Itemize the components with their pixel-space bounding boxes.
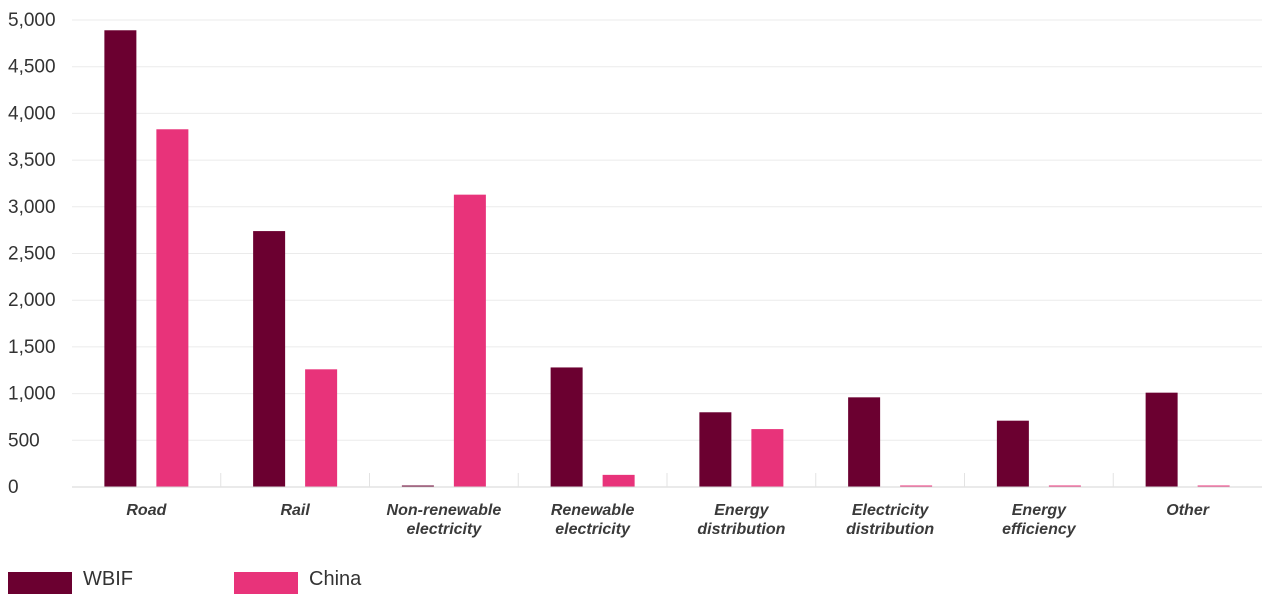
y-tick-label: 5,000 — [8, 10, 56, 31]
x-tick-label: electricity — [407, 521, 483, 538]
bar-wbif-6 — [848, 397, 881, 487]
x-tick-label: Electricity — [852, 502, 930, 519]
bar-wbif-7 — [996, 420, 1029, 487]
x-tick-label: distribution — [697, 521, 785, 538]
x-tick-label: electricity — [555, 521, 631, 538]
legend-label-wbif: WBIF — [83, 568, 133, 590]
bar-china-4 — [602, 474, 635, 487]
bar-wbif-4 — [550, 367, 583, 487]
legend-item-wbif: WBIF — [8, 568, 234, 594]
bar-wbif-5 — [699, 412, 732, 487]
x-tick-label: Rail — [280, 502, 310, 519]
x-tick-label: efficiency — [1002, 521, 1077, 538]
y-tick-label: 500 — [8, 430, 40, 451]
bar-wbif-1 — [104, 30, 137, 488]
y-tick-label: 1,500 — [8, 337, 56, 358]
bar-china-5 — [751, 429, 784, 487]
grid-lines — [72, 19, 1262, 441]
bar-china-8 — [1197, 485, 1230, 487]
bar-china-2 — [305, 369, 338, 487]
bar-china-7 — [1048, 485, 1081, 487]
y-axis: 0 500 1,000 1,500 2,000 2,500 3,000 3,500 4,000 4… — [8, 10, 56, 498]
y-tick-label: 4,500 — [8, 57, 56, 78]
legend-label-china: China — [309, 568, 362, 590]
y-tick-label: 1,000 — [8, 384, 56, 405]
legend: WBIF China — [8, 568, 361, 594]
legend-item-china: China — [234, 568, 361, 594]
bar-china-1 — [156, 129, 189, 487]
x-axis: Road Rail Non-renewable electricity Renewabl… — [72, 473, 1262, 538]
bar-china-6 — [900, 485, 933, 487]
x-tick-label: Renewable — [551, 502, 635, 519]
x-tick-label: Energy — [714, 502, 769, 519]
legend-swatch-china — [234, 572, 298, 594]
y-tick-label: 3,500 — [8, 150, 56, 171]
y-tick-label: 3,000 — [8, 197, 56, 218]
x-tick-label: Other — [1166, 502, 1209, 519]
bar-wbif-2 — [253, 231, 286, 487]
x-tick-label: distribution — [846, 521, 934, 538]
legend-swatch-wbif — [8, 572, 72, 594]
y-tick-label: 0 — [8, 477, 19, 498]
bar-wbif-8 — [1145, 392, 1178, 487]
x-tick-label: Road — [126, 502, 167, 519]
bar-china-3 — [453, 194, 486, 487]
x-tick-label: Energy — [1012, 502, 1067, 519]
y-tick-label: 2,500 — [8, 244, 56, 265]
y-tick-label: 2,000 — [8, 290, 56, 311]
bar-wbif-3 — [401, 485, 434, 487]
bars — [104, 30, 1230, 488]
y-tick-label: 4,000 — [8, 103, 56, 124]
x-tick-label: Non-renewable — [387, 502, 502, 519]
